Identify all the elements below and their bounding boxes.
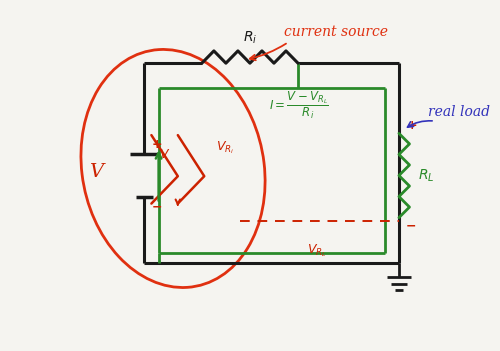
Text: −: − (406, 219, 416, 232)
Text: V: V (159, 148, 168, 161)
Text: real load: real load (428, 105, 490, 119)
Text: current source: current source (284, 25, 389, 39)
Text: $R_i$: $R_i$ (243, 29, 257, 46)
Text: +: + (406, 119, 417, 132)
Text: $I = \dfrac{V-V_{R_L}}{R_i}$: $I = \dfrac{V-V_{R_L}}{R_i}$ (269, 90, 329, 121)
Text: V: V (89, 163, 103, 181)
Text: $R_L$: $R_L$ (418, 167, 434, 184)
Text: $V_{R_i}$: $V_{R_i}$ (216, 139, 234, 156)
Text: −: − (152, 200, 162, 213)
Text: $V_{R_L}$: $V_{R_L}$ (308, 242, 327, 259)
Text: +: + (152, 138, 162, 151)
